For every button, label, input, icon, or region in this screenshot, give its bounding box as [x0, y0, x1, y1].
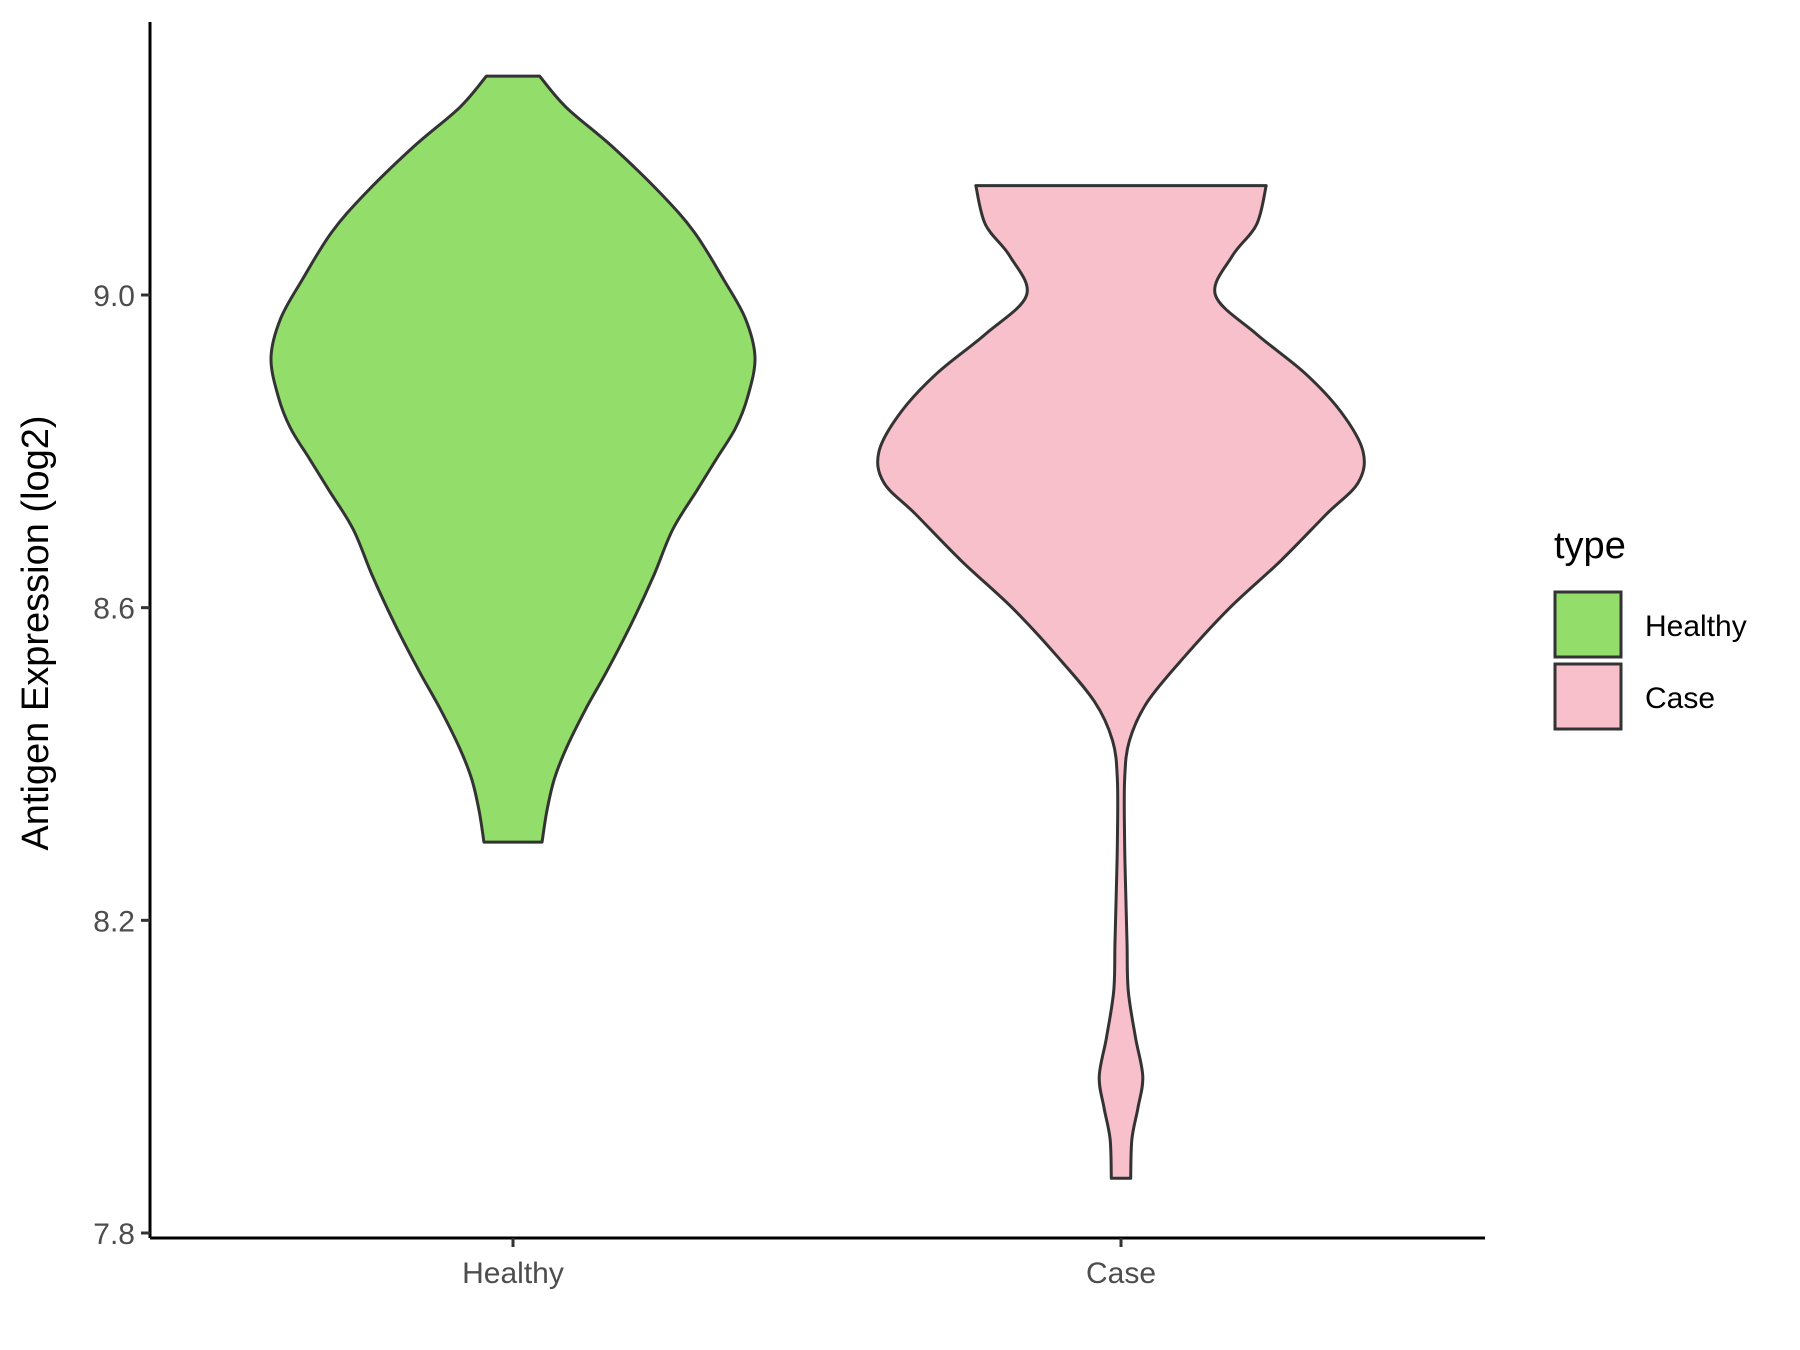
- y-tick-label: 8.2: [93, 905, 135, 938]
- y-tick-label: 8.6: [93, 593, 135, 626]
- x-ticks: Healthy Case: [462, 1238, 1156, 1290]
- legend: type Healthy Case: [1553, 525, 1747, 731]
- legend-label-case: Case: [1645, 682, 1715, 715]
- violin-layer: [269, 74, 1366, 1180]
- y-tick-label: 7.8: [93, 1218, 135, 1251]
- y-axis-title: Antigen Expression (log2): [15, 415, 57, 850]
- y-ticks: 7.8 8.2 8.6 9.0: [93, 280, 150, 1251]
- violin-healthy: [269, 74, 757, 844]
- x-tick-label-case: Case: [1086, 1257, 1156, 1290]
- y-tick-label: 9.0: [93, 280, 135, 313]
- legend-key-case: [1553, 662, 1623, 731]
- legend-label-healthy: Healthy: [1645, 610, 1747, 643]
- legend-entries: Healthy Case: [1553, 590, 1747, 731]
- legend-title: type: [1554, 525, 1626, 567]
- axes: 7.8 8.2 8.6 9.0 Healthy Case Antigen Express…: [15, 22, 1485, 1290]
- violin-case: [876, 184, 1366, 1180]
- legend-key-healthy: [1553, 590, 1623, 659]
- x-tick-label-healthy: Healthy: [462, 1257, 564, 1290]
